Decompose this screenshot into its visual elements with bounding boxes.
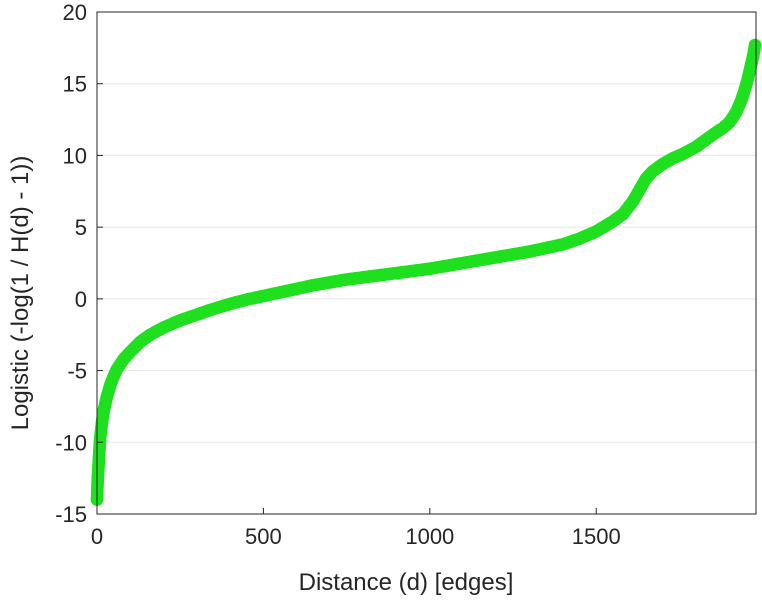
x-tick-label: 0 [91,524,103,549]
x-tick-label: 1000 [405,524,454,549]
x-axis-ticks: 0 500 1000 1500 [91,524,621,549]
x-axis-label: Distance (d) [edges] [299,569,514,596]
y-tick-label: -15 [55,502,87,527]
y-tick-label: 20 [63,0,87,25]
axes [96,11,757,515]
data-points [90,38,762,506]
y-tick-label: 5 [75,215,87,240]
y-axis-ticks: -15 -10 -5 0 5 10 15 20 [55,0,87,527]
y-tick-label: 15 [63,72,87,97]
plot-frame [96,11,757,515]
y-axis-label: Logistic (-log(1 / H(d) - 1)) [7,156,34,431]
x-tick-label: 1500 [572,524,621,549]
y-tick-label: -10 [55,430,87,455]
y-tick-label: -5 [67,359,87,384]
y-tick-label: 10 [63,143,87,168]
x-tick-label: 500 [245,524,282,549]
y-tick-label: 0 [75,287,87,312]
grid-lines [97,83,756,443]
data-point [748,38,762,52]
